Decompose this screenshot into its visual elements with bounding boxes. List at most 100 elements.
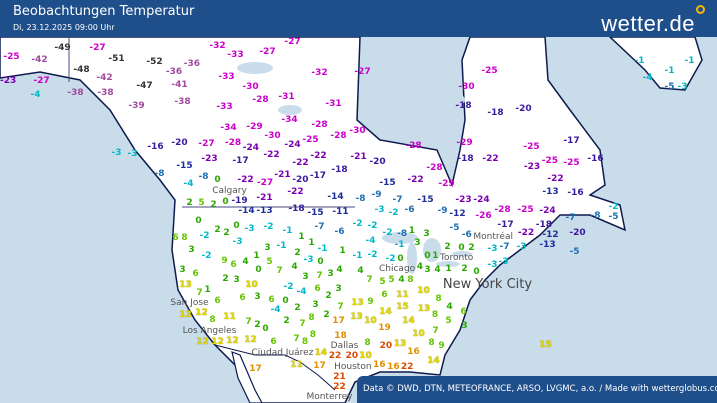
temperature-label: 2	[283, 316, 290, 326]
temperature-label: 5	[379, 277, 386, 287]
city-label: Chicago	[379, 264, 416, 275]
temperature-label: -5	[608, 212, 619, 222]
temperature-label: -8	[355, 194, 366, 204]
temperature-label: -7	[392, 195, 403, 205]
temperature-label: 1	[445, 264, 452, 275]
temperature-label: -22	[547, 174, 564, 184]
temperature-label: 9	[438, 341, 445, 351]
land-greenland	[608, 36, 703, 91]
temperature-label: -26	[475, 211, 492, 221]
temperature-label: 8	[431, 310, 439, 320]
temperature-label: -42	[96, 73, 113, 83]
temperature-label: -16	[567, 188, 584, 198]
observation-datetime: Di, 23.12.2025 09:00 Uhr	[13, 23, 115, 32]
temperature-label: -25	[563, 158, 580, 168]
temperature-label: -19	[231, 196, 248, 207]
temperature-label: 2	[222, 274, 229, 284]
land-baja	[231, 351, 263, 403]
temperature-label: 15	[539, 340, 552, 350]
temperature-label: -28	[426, 163, 443, 173]
temperature-label: 10	[417, 286, 430, 296]
temperature-label: 7	[366, 275, 373, 285]
temperature-label: -38	[174, 97, 191, 107]
temperature-label: 19	[378, 323, 391, 333]
temperature-label: -2	[382, 228, 393, 238]
temperature-label: -23	[523, 162, 541, 172]
temperature-label: 14	[402, 316, 415, 326]
temperature-label: -3	[127, 149, 138, 159]
temperature-label: -1	[282, 226, 293, 236]
temperature-label: 1	[308, 238, 315, 248]
temperature-label: -3	[487, 243, 498, 254]
temperature-label: -20	[569, 228, 586, 238]
temperature-label: 0	[262, 324, 269, 334]
temperature-label: -14	[238, 206, 255, 217]
temperature-label: 10	[359, 351, 372, 362]
temperature-label: -18	[487, 108, 504, 118]
temperature-label: -16	[147, 142, 164, 152]
temperature-label: 6	[172, 233, 179, 243]
city-label: New York City	[442, 277, 533, 293]
temperature-label: -5	[569, 247, 580, 257]
border-us-mexico	[214, 344, 336, 391]
temperature-label: -38	[97, 88, 114, 98]
temperature-label: 6	[314, 284, 321, 294]
temperature-label: -22	[237, 175, 254, 186]
temperature-label: -24	[539, 206, 556, 216]
temperature-label: -20	[292, 175, 309, 185]
temperature-label: 2	[294, 303, 301, 313]
temperature-label: -27	[256, 178, 274, 188]
temperature-label: -15	[379, 178, 396, 188]
temperature-label: -22	[287, 187, 304, 197]
temperature-label: -24	[242, 143, 260, 153]
temperature-label: -25	[541, 156, 559, 166]
temperature-label: 8	[364, 338, 371, 348]
temperature-label: -1	[394, 239, 405, 250]
temperature-label: 0	[317, 257, 324, 267]
temperature-label: -22	[517, 228, 535, 238]
temperature-label: 4	[434, 265, 441, 275]
temperature-label: 4	[336, 265, 343, 275]
data-credit: Data © DWD, DTN, METEOFRANCE, ARSO, LVGM…	[357, 376, 717, 403]
land-north-america	[0, 36, 627, 403]
temperature-label: -28	[494, 205, 511, 215]
temperature-label: 9	[221, 256, 228, 266]
temperature-label: -1	[317, 244, 328, 254]
temperature-label: -12	[449, 209, 466, 219]
temperature-label: -3	[374, 205, 385, 215]
temperature-label: -21	[256, 193, 273, 203]
temperature-label: -2	[199, 231, 210, 241]
temperature-label: 12	[226, 336, 239, 347]
temperature-label: 0	[473, 266, 480, 277]
temperature-label: 11	[396, 290, 409, 300]
temperature-label: 2	[214, 225, 221, 235]
temperature-label: -51	[108, 54, 125, 64]
temperature-label: 8	[301, 337, 309, 347]
temperature-label: 3	[188, 245, 195, 255]
temperature-label: 10	[412, 329, 425, 339]
temperature-label: 17	[249, 364, 262, 374]
temperature-label: -30	[264, 131, 281, 141]
temperature-label: -15	[176, 161, 193, 171]
wetter-de-logo[interactable]: wetter.de	[601, 11, 695, 36]
temperature-label: 1	[253, 251, 260, 261]
city-label: Los Angeles	[182, 325, 237, 336]
temperature-label: -11	[332, 207, 349, 217]
temperature-label: 6	[192, 269, 199, 279]
temperature-label: 13	[179, 280, 192, 290]
temperature-label: -17	[563, 136, 580, 146]
temperature-label: -3	[677, 82, 688, 92]
great-lakes	[237, 62, 472, 274]
temperature-label: 3	[423, 229, 430, 239]
temperature-label: 3	[312, 300, 319, 310]
temperature-label: -7	[314, 222, 325, 232]
temperature-label: 6	[270, 337, 277, 348]
temperature-label: -38	[67, 88, 84, 98]
temperature-label: -3	[244, 224, 255, 234]
temperature-label: 13	[179, 309, 192, 320]
temperature-label: 8	[407, 275, 414, 285]
temperature-label: -4	[642, 73, 653, 83]
temperature-label: -23	[0, 76, 17, 86]
temperature-label: 2	[461, 263, 468, 274]
